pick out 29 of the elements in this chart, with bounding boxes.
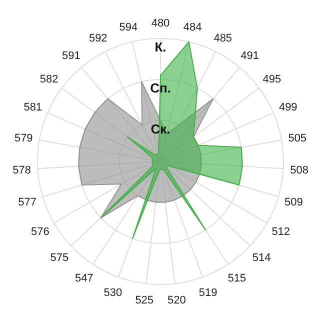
y-tick-label: Ск.	[150, 122, 170, 137]
spoke-label: 514	[252, 252, 271, 264]
spoke-label: 508	[290, 164, 308, 177]
spoke-label: 485	[214, 32, 232, 44]
spoke-label: 578	[12, 164, 31, 177]
spoke-label: 512	[272, 226, 290, 238]
spoke-label: 509	[284, 196, 303, 208]
spoke-label: 495	[262, 74, 282, 86]
spoke-label: 520	[167, 294, 186, 307]
spoke-label: 530	[104, 287, 122, 300]
spoke-label: 579	[14, 132, 33, 144]
spoke-label: 484	[183, 21, 202, 34]
spoke-label: 575	[50, 252, 69, 264]
y-tick-label: К.	[154, 40, 166, 55]
spoke-label: 577	[18, 196, 37, 208]
spoke-label: 592	[88, 32, 108, 44]
spoke-label: 576	[30, 226, 50, 238]
spoke-label: 591	[62, 50, 80, 62]
spoke-label: 581	[24, 101, 42, 114]
spoke-label: 505	[288, 132, 307, 144]
spoke-label: 582	[40, 74, 58, 86]
spoke-label: 519	[198, 287, 218, 300]
spoke-label: 547	[74, 272, 94, 285]
spoke-label: 515	[228, 272, 246, 285]
spoke-label: 525	[135, 294, 154, 307]
spoke-label: 499	[278, 101, 298, 114]
spoke-label: 594	[119, 21, 138, 34]
spoke-label: 480	[151, 18, 170, 30]
spoke-label: 491	[240, 50, 260, 62]
